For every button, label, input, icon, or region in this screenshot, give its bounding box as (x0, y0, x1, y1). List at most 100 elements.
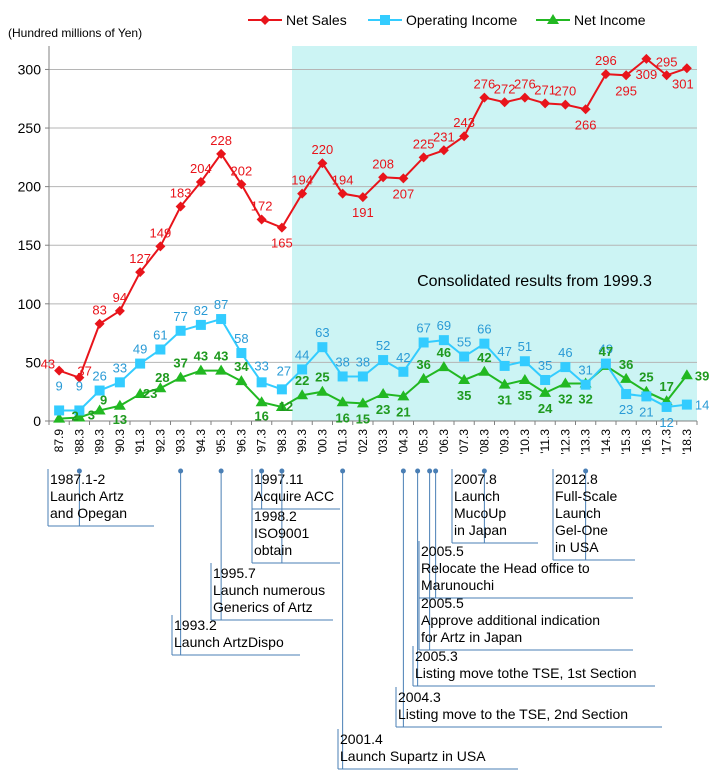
x-tick-label: '93.3 (174, 429, 188, 455)
annotation-text: 2004.3 (398, 689, 441, 705)
data-label: 26 (92, 369, 106, 384)
data-label: 207 (393, 186, 415, 201)
data-point (560, 362, 571, 373)
x-tick-labels: 87.9 '88.3 '89.3 '90.3 '91.3 '92.3 '93.3 '94.3 '… (52, 429, 694, 455)
x-tick-label: '09.3 (498, 429, 512, 455)
data-label: 220 (312, 142, 334, 157)
y-tick-label: 0 (33, 413, 41, 429)
x-tick-label: '10.3 (518, 429, 532, 455)
x-tick-label: '07.3 (457, 429, 471, 455)
data-label: 9 (100, 392, 107, 407)
data-label: 46 (437, 345, 451, 360)
data-label: 42 (477, 350, 491, 365)
data-label: 38 (335, 354, 349, 369)
data-label: 21 (639, 404, 653, 419)
data-label: 2 (72, 409, 79, 424)
y-tick-label: 100 (18, 296, 42, 312)
x-tick-label: '98.3 (275, 429, 289, 455)
x-tick-label: '18.3 (680, 429, 694, 455)
legend-label: Net Income (574, 12, 646, 28)
y-tick-label: 200 (18, 179, 42, 195)
data-label: 32 (578, 392, 592, 407)
x-tick-label: '14.3 (599, 429, 613, 455)
x-tick-label: '90.3 (113, 429, 127, 455)
legend-label: Net Sales (286, 12, 347, 28)
consolidated-region-label: Consolidated results from 1999.3 (417, 273, 652, 290)
data-point (560, 99, 571, 110)
data-label: 228 (210, 133, 232, 148)
annotation-text: Launch Supartz in USA (340, 748, 486, 764)
data-point (154, 382, 167, 393)
annotation-text: Launch (555, 505, 601, 521)
data-point (236, 179, 247, 190)
data-point (54, 365, 65, 376)
data-label: 52 (376, 338, 390, 353)
data-point (580, 104, 591, 115)
data-label: 12 (659, 415, 673, 430)
gridlines-over-region (292, 68, 697, 363)
data-point (540, 98, 551, 109)
x-tick-label: '15.3 (619, 429, 633, 455)
data-label: 202 (231, 163, 253, 178)
annotation-text: 1997.11 (254, 471, 304, 487)
annotation-text: 1993.2 (174, 617, 217, 633)
data-point (194, 364, 207, 375)
x-tick-label: '02.3 (356, 429, 370, 455)
data-point (337, 371, 348, 382)
consolidated-region (292, 46, 697, 421)
annotation-text: Launch numerous (213, 582, 325, 598)
data-label: 36 (619, 357, 633, 372)
x-tick-label: '11.3 (538, 429, 552, 454)
data-label: 127 (129, 251, 151, 266)
data-point (216, 148, 227, 159)
y-tick-label: 50 (25, 354, 41, 370)
data-label: 225 (413, 136, 435, 151)
data-point (317, 342, 328, 353)
annotation-text: Marunouchi (421, 577, 494, 593)
data-label: 33 (113, 360, 127, 375)
annotation-text: Launch (454, 488, 500, 504)
data-point (256, 214, 267, 225)
data-label: 33 (254, 358, 268, 373)
data-label: 31 (497, 393, 511, 408)
data-point (73, 411, 86, 422)
data-point (174, 371, 187, 382)
annotation-text: 2005.5 (421, 595, 464, 611)
data-label: 35 (518, 388, 532, 403)
data-point (155, 344, 166, 355)
data-label: 266 (575, 117, 597, 132)
x-tick-label: '16.3 (639, 429, 653, 455)
x-tick-label: '05.3 (417, 429, 431, 455)
data-point (275, 400, 288, 411)
x-tick-label: '96.3 (234, 429, 248, 455)
x-tick-label: '94.3 (194, 429, 208, 455)
y-tick-label: 150 (18, 237, 42, 253)
data-point (437, 361, 450, 372)
legend-item: Net Sales (248, 12, 347, 28)
data-label: 21 (396, 404, 410, 419)
data-point (337, 188, 348, 199)
data-point (499, 360, 510, 371)
data-point (316, 385, 329, 396)
data-point (621, 70, 632, 81)
data-point (114, 305, 125, 316)
annotation-text: Relocate the Head office to (421, 560, 590, 576)
data-point (680, 369, 693, 380)
data-label: 42 (396, 350, 410, 365)
data-point (620, 372, 633, 383)
data-label: 243 (453, 115, 475, 130)
annotation-text: 2005.5 (421, 543, 464, 559)
data-label: 63 (315, 325, 329, 340)
data-label: 58 (234, 331, 248, 346)
data-point (93, 404, 106, 415)
data-point (297, 188, 308, 199)
data-label: 13 (113, 412, 127, 427)
data-point (417, 372, 430, 383)
data-point (54, 405, 65, 416)
